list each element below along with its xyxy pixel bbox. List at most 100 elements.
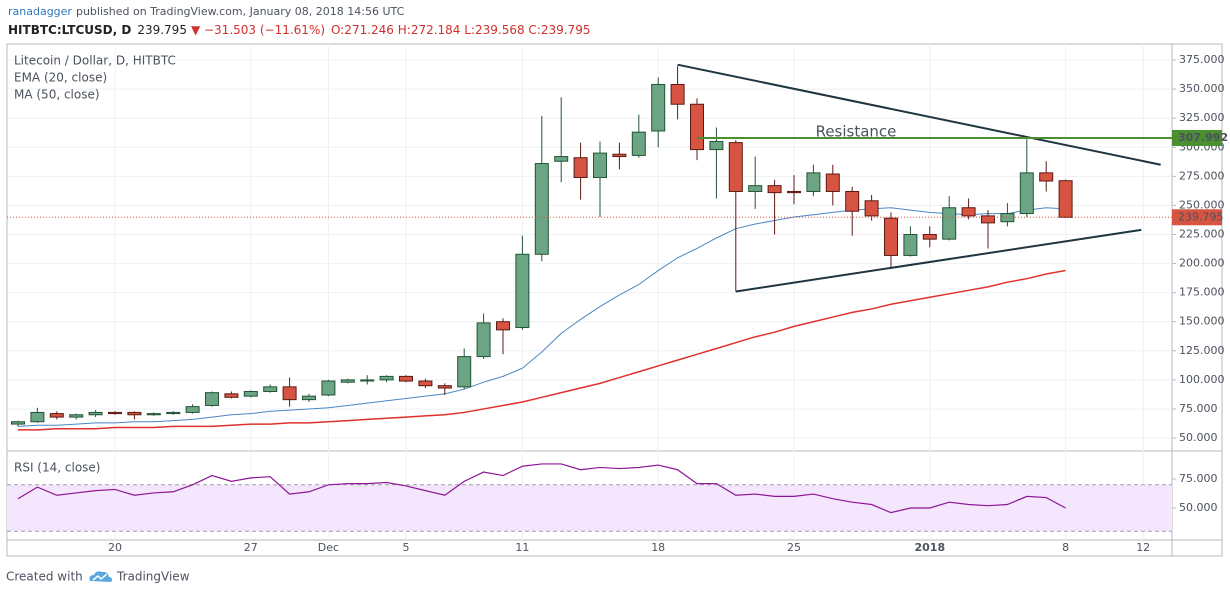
y-tick-label: 275.000 — [1179, 169, 1225, 182]
candle-body — [1000, 213, 1015, 223]
candle-body — [108, 411, 122, 415]
y-tick-label: 175.000 — [1179, 286, 1225, 299]
legend-entry: MA (50, close) — [14, 88, 100, 102]
candle-body — [496, 321, 510, 331]
candle-body — [961, 207, 976, 217]
legend-entry: EMA (20, close) — [14, 71, 107, 85]
candle-body — [690, 103, 704, 151]
rsi-band — [7, 484, 1172, 532]
candle-body — [457, 356, 472, 388]
trendline — [735, 228, 1142, 293]
author[interactable]: ranadagger — [8, 5, 72, 18]
candle-body — [942, 207, 957, 240]
change: ▼ −31.503 (−11.61%) — [191, 23, 325, 37]
candle-body — [243, 391, 258, 397]
candle-body — [379, 375, 394, 381]
candle-body — [825, 173, 840, 192]
candle-body — [651, 83, 666, 132]
main-title: Litecoin / Dollar, D, HITBTC — [14, 54, 176, 68]
candle-body — [1039, 172, 1054, 182]
published: published on TradingView.com, January 08… — [76, 5, 405, 18]
y-tick-label: 50.000 — [1179, 501, 1218, 514]
candle-body — [340, 379, 355, 383]
candle-body — [321, 380, 336, 396]
candle-body — [903, 233, 918, 256]
candle-body — [631, 131, 646, 156]
candle-body — [11, 421, 25, 425]
candle-body — [185, 406, 200, 413]
candle-body — [146, 413, 161, 416]
x-tick-label: 20 — [108, 541, 122, 554]
x-tick-label: 2018 — [914, 541, 945, 554]
rsi-line — [17, 463, 1066, 514]
symbol-line: HITBTC:LTCUSD, D 239.795 ▼ −31.503 (−11.61… — [8, 23, 590, 37]
candle-body — [709, 140, 724, 151]
candle-body — [302, 395, 316, 401]
resistance-text: Resistance — [816, 122, 897, 140]
last-price-box — [1172, 209, 1222, 226]
candle-body — [922, 233, 937, 240]
candle-body — [554, 156, 569, 162]
candle-body — [88, 411, 103, 416]
candle-body — [515, 253, 530, 329]
candle-body — [418, 380, 433, 387]
candle-body — [69, 414, 84, 418]
y-tick-label: 350.000 — [1179, 82, 1225, 95]
x-tick-label: 5 — [403, 541, 410, 554]
candle-body — [593, 152, 607, 179]
x-tick-label: 27 — [244, 541, 258, 554]
x-tick-label: 11 — [515, 541, 529, 554]
y-tick-label: 325.000 — [1179, 111, 1225, 124]
resistance-label: 307.992 — [1178, 131, 1228, 144]
candle-body — [476, 322, 491, 358]
candle-body — [845, 190, 860, 212]
candle-body — [263, 386, 278, 393]
candle-body — [806, 172, 821, 192]
candle-body — [49, 413, 64, 418]
y-tick-label: 375.000 — [1179, 53, 1225, 66]
candle-body — [767, 185, 782, 194]
symbol: HITBTC:LTCUSD, D — [8, 23, 131, 37]
candle-body — [282, 386, 297, 401]
x-tick-label: 12 — [1136, 541, 1150, 554]
candle-body — [864, 200, 879, 217]
y-tick-label: 200.000 — [1179, 257, 1225, 270]
ohlc: O:271.246 H:272.184 L:239.568 C:239.795 — [331, 23, 590, 37]
candle-body — [437, 385, 452, 389]
overlay-line — [17, 207, 1066, 427]
footer-brand[interactable]: TradingView — [116, 570, 190, 584]
y-tick-label: 75.000 — [1179, 402, 1218, 415]
candle-body — [573, 157, 588, 179]
candle-body — [534, 163, 549, 255]
y-tick-label: 125.000 — [1179, 344, 1225, 357]
candle-body — [787, 190, 801, 194]
y-tick-label: 50.000 — [1179, 431, 1218, 444]
resistance-label-box — [1172, 129, 1222, 146]
candle-body — [981, 215, 995, 224]
candle-body — [748, 185, 763, 192]
x-tick-label: 8 — [1062, 541, 1069, 554]
y-tick-label: 150.000 — [1179, 315, 1225, 328]
x-tick-label: 25 — [787, 541, 801, 554]
candle-body — [1058, 180, 1073, 218]
rsi-title: RSI (14, close) — [14, 461, 100, 475]
y-tick-label: 250.000 — [1179, 198, 1225, 211]
last: 239.795 — [137, 23, 187, 37]
candle-body — [30, 411, 45, 423]
candle-body — [728, 142, 743, 192]
candle-body — [224, 393, 239, 398]
frame — [6, 43, 1223, 557]
x-tick-label: Dec — [318, 541, 339, 554]
candle-body — [399, 375, 413, 382]
trendline — [677, 63, 1161, 166]
candle-body — [670, 83, 685, 105]
header-line: ranadagger published on TradingView.com, … — [8, 5, 405, 18]
y-tick-label: 75.000 — [1179, 472, 1218, 485]
logo — [89, 571, 113, 582]
candle-body — [166, 411, 181, 415]
candle-body — [205, 392, 219, 406]
footer-created: Created with — [6, 570, 83, 584]
x-tick-label: 18 — [651, 541, 665, 554]
y-tick-label: 100.000 — [1179, 373, 1225, 386]
